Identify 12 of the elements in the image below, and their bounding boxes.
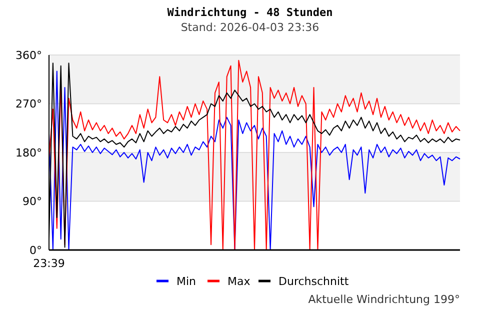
- text: Aktuelle Windrichtung 199°: [308, 293, 460, 306]
- legend-label: Min: [176, 274, 196, 288]
- legend-label: Durchschnitt: [278, 274, 350, 288]
- y-tick-label: 180°: [16, 146, 42, 160]
- y-tick-label: 270°: [16, 98, 42, 111]
- chart-title: Windrichtung - 48 Stunden: [167, 6, 333, 19]
- y-tick-label: 0°: [30, 244, 42, 257]
- y-tick-label: 90°: [22, 195, 42, 208]
- y-tick-label: 360°: [16, 48, 42, 62]
- legend-label: Max: [228, 274, 251, 288]
- x-tick-label: 23:39: [33, 257, 65, 270]
- chart-subtitle: Stand: 2026-04-03 23:36: [180, 21, 320, 34]
